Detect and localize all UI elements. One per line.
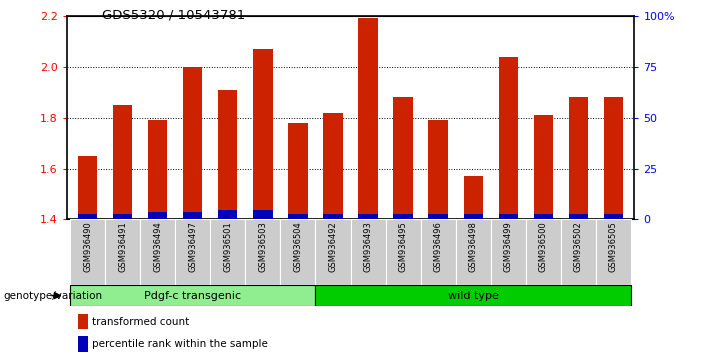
Bar: [596, 219, 631, 285]
Bar: [428, 120, 448, 219]
Bar: [463, 215, 483, 219]
Text: GDS5320 / 10543781: GDS5320 / 10543781: [102, 9, 245, 22]
Bar: [386, 219, 421, 285]
Text: genotype/variation: genotype/variation: [4, 291, 102, 301]
Bar: [421, 219, 456, 285]
Bar: [393, 97, 413, 219]
Bar: [569, 97, 588, 219]
Text: GSM936498: GSM936498: [469, 222, 477, 272]
Bar: [428, 214, 448, 219]
Bar: [78, 336, 88, 352]
Bar: [140, 219, 175, 285]
Bar: [113, 214, 132, 219]
Bar: [463, 176, 483, 219]
Bar: [533, 214, 553, 219]
Bar: [288, 215, 308, 219]
Bar: [218, 90, 238, 219]
Bar: [350, 219, 386, 285]
Bar: [218, 210, 238, 219]
Bar: [604, 97, 623, 219]
Text: GSM936491: GSM936491: [118, 222, 127, 272]
Text: GSM936490: GSM936490: [83, 222, 92, 272]
Bar: [78, 314, 88, 329]
Text: wild type: wild type: [448, 291, 498, 301]
Bar: [358, 18, 378, 219]
Text: GSM936504: GSM936504: [294, 222, 302, 272]
Bar: [105, 219, 140, 285]
Text: GSM936494: GSM936494: [154, 222, 162, 272]
Text: GSM936495: GSM936495: [399, 222, 407, 272]
Bar: [498, 57, 518, 219]
Bar: [604, 214, 623, 219]
Bar: [323, 214, 343, 219]
Text: transformed count: transformed count: [92, 316, 189, 326]
Text: GSM936502: GSM936502: [574, 222, 583, 272]
Bar: [561, 219, 596, 285]
Bar: [253, 49, 273, 219]
Bar: [456, 219, 491, 285]
Bar: [288, 123, 308, 219]
Bar: [70, 219, 105, 285]
Text: GSM936499: GSM936499: [504, 222, 512, 272]
Text: GSM936497: GSM936497: [189, 222, 197, 272]
Text: GSM936493: GSM936493: [364, 222, 372, 272]
Bar: [315, 285, 631, 306]
Text: Pdgf-c transgenic: Pdgf-c transgenic: [144, 291, 241, 301]
Bar: [245, 219, 280, 285]
Bar: [498, 214, 518, 219]
Text: GSM936492: GSM936492: [329, 222, 337, 272]
Text: GSM936496: GSM936496: [434, 222, 442, 272]
Bar: [491, 219, 526, 285]
Bar: [113, 105, 132, 219]
Text: GSM936503: GSM936503: [259, 222, 267, 272]
Bar: [78, 156, 97, 219]
Bar: [70, 285, 315, 306]
Bar: [148, 120, 168, 219]
Bar: [148, 212, 168, 219]
Bar: [526, 219, 561, 285]
Bar: [358, 214, 378, 219]
Bar: [78, 214, 97, 219]
Text: GSM936501: GSM936501: [224, 222, 232, 272]
Text: GSM936500: GSM936500: [539, 222, 547, 272]
Bar: [393, 214, 413, 219]
Bar: [315, 219, 350, 285]
Bar: [323, 113, 343, 219]
Bar: [280, 219, 315, 285]
Text: percentile rank within the sample: percentile rank within the sample: [92, 339, 268, 349]
Bar: [183, 67, 203, 219]
Bar: [569, 214, 588, 219]
Bar: [533, 115, 553, 219]
Bar: [210, 219, 245, 285]
Bar: [175, 219, 210, 285]
Bar: [253, 210, 273, 219]
Bar: [183, 212, 203, 219]
Text: GSM936505: GSM936505: [609, 222, 618, 272]
